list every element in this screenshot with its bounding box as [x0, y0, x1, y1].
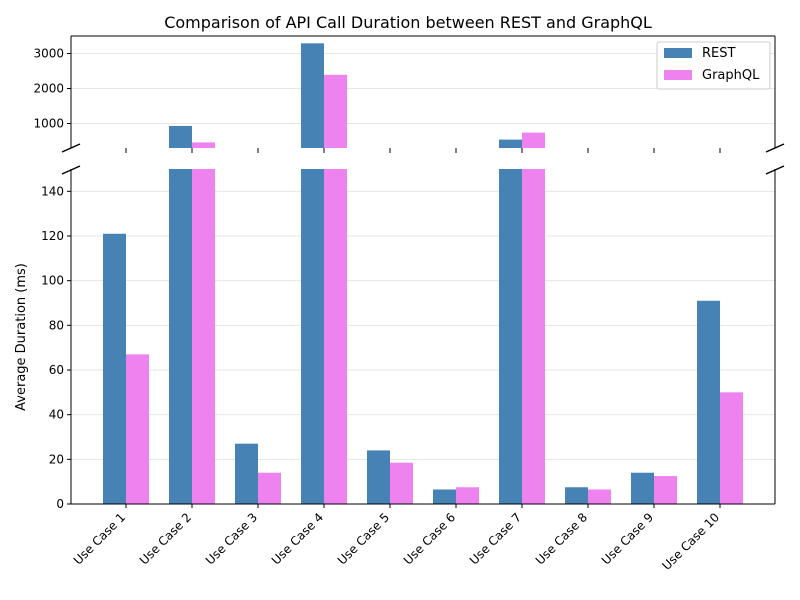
- x-ticks: Use Case 1 Use Case 2 Use Case 3 Use Case 4…: [71, 148, 722, 573]
- graphql-bar-7-lower: [522, 169, 545, 504]
- y-tick-label: 1000: [33, 117, 64, 131]
- x-tick-label: Use Case 4: [269, 510, 326, 567]
- legend-label-rest: REST: [702, 46, 735, 61]
- x-tick-label: Use Case 3: [203, 510, 260, 567]
- y-tick-label: 2000: [33, 82, 64, 96]
- lower-y-ticks: 0 20 40 60 80 100 120 140: [41, 184, 71, 511]
- graphql-bar-3-lower: [258, 472, 281, 504]
- rest-bar-7-upper: [499, 139, 522, 148]
- x-tick-label: Use Case 6: [401, 510, 458, 567]
- y-tick-label: 3000: [33, 47, 64, 61]
- lower-axes-frame: [70, 169, 776, 505]
- y-tick-label: 120: [41, 229, 64, 243]
- graphql-bar-10-lower: [720, 392, 743, 504]
- chart-title: Comparison of API Call Duration between …: [164, 13, 652, 32]
- rest-bar-5-lower: [367, 450, 390, 504]
- graphql-bar-4-lower: [324, 169, 347, 504]
- y-tick-label: 140: [41, 184, 64, 198]
- graphql-bar-2-upper: [192, 142, 215, 148]
- rest-bar-1-lower: [103, 233, 126, 504]
- y-tick-label: 100: [41, 274, 64, 288]
- graphql-bar-4-upper: [324, 74, 347, 148]
- x-tick-label: Use Case 8: [533, 510, 590, 567]
- rest-bar-2-lower: [169, 169, 192, 504]
- rest-bar-4-upper: [301, 43, 324, 148]
- x-tick-label: Use Case 9: [599, 510, 656, 567]
- upper-y-ticks: 1000 2000 3000: [33, 47, 71, 131]
- legend: REST GraphQL: [656, 41, 771, 90]
- rest-bar-4-lower: [301, 169, 324, 504]
- legend-swatch-graphql: [664, 70, 692, 80]
- graphql-bar-8-lower: [588, 489, 611, 504]
- upper-axes-frame: [70, 35, 776, 148]
- y-tick-label: 0: [56, 497, 64, 511]
- rest-bar-6-lower: [433, 489, 456, 504]
- y-tick-label: 80: [49, 318, 64, 332]
- legend-label-graphql: GraphQL: [702, 68, 760, 83]
- graphql-bar-5-lower: [390, 462, 413, 504]
- rest-bar-3-lower: [235, 443, 258, 504]
- y-tick-label: 40: [49, 408, 64, 422]
- x-tick-label: Use Case 10: [659, 510, 722, 573]
- rest-bar-7-lower: [499, 169, 522, 504]
- rest-bar-8-lower: [565, 487, 588, 504]
- upper-bars: [169, 43, 545, 148]
- graphql-bar-9-lower: [654, 476, 677, 504]
- rest-bar-10-lower: [697, 300, 720, 504]
- x-tick-label: Use Case 7: [467, 510, 524, 567]
- y-axis-label: Average Duration (ms): [14, 263, 29, 411]
- rest-bar-9-lower: [631, 472, 654, 504]
- graphql-bar-6-lower: [456, 487, 479, 504]
- y-tick-label: 60: [49, 363, 64, 377]
- x-tick-label: Use Case 1: [71, 510, 128, 567]
- graphql-bar-7-upper: [522, 132, 545, 148]
- x-tick-label: Use Case 5: [335, 510, 392, 567]
- graphql-bar-2-lower: [192, 169, 215, 504]
- lower-bars: [103, 169, 743, 504]
- rest-bar-2-upper: [169, 125, 192, 148]
- graphql-bar-1-lower: [126, 354, 149, 504]
- y-tick-label: 20: [49, 452, 64, 466]
- legend-swatch-rest: [664, 48, 692, 58]
- x-tick-label: Use Case 2: [137, 510, 194, 567]
- axis-break-marks: [61, 143, 785, 175]
